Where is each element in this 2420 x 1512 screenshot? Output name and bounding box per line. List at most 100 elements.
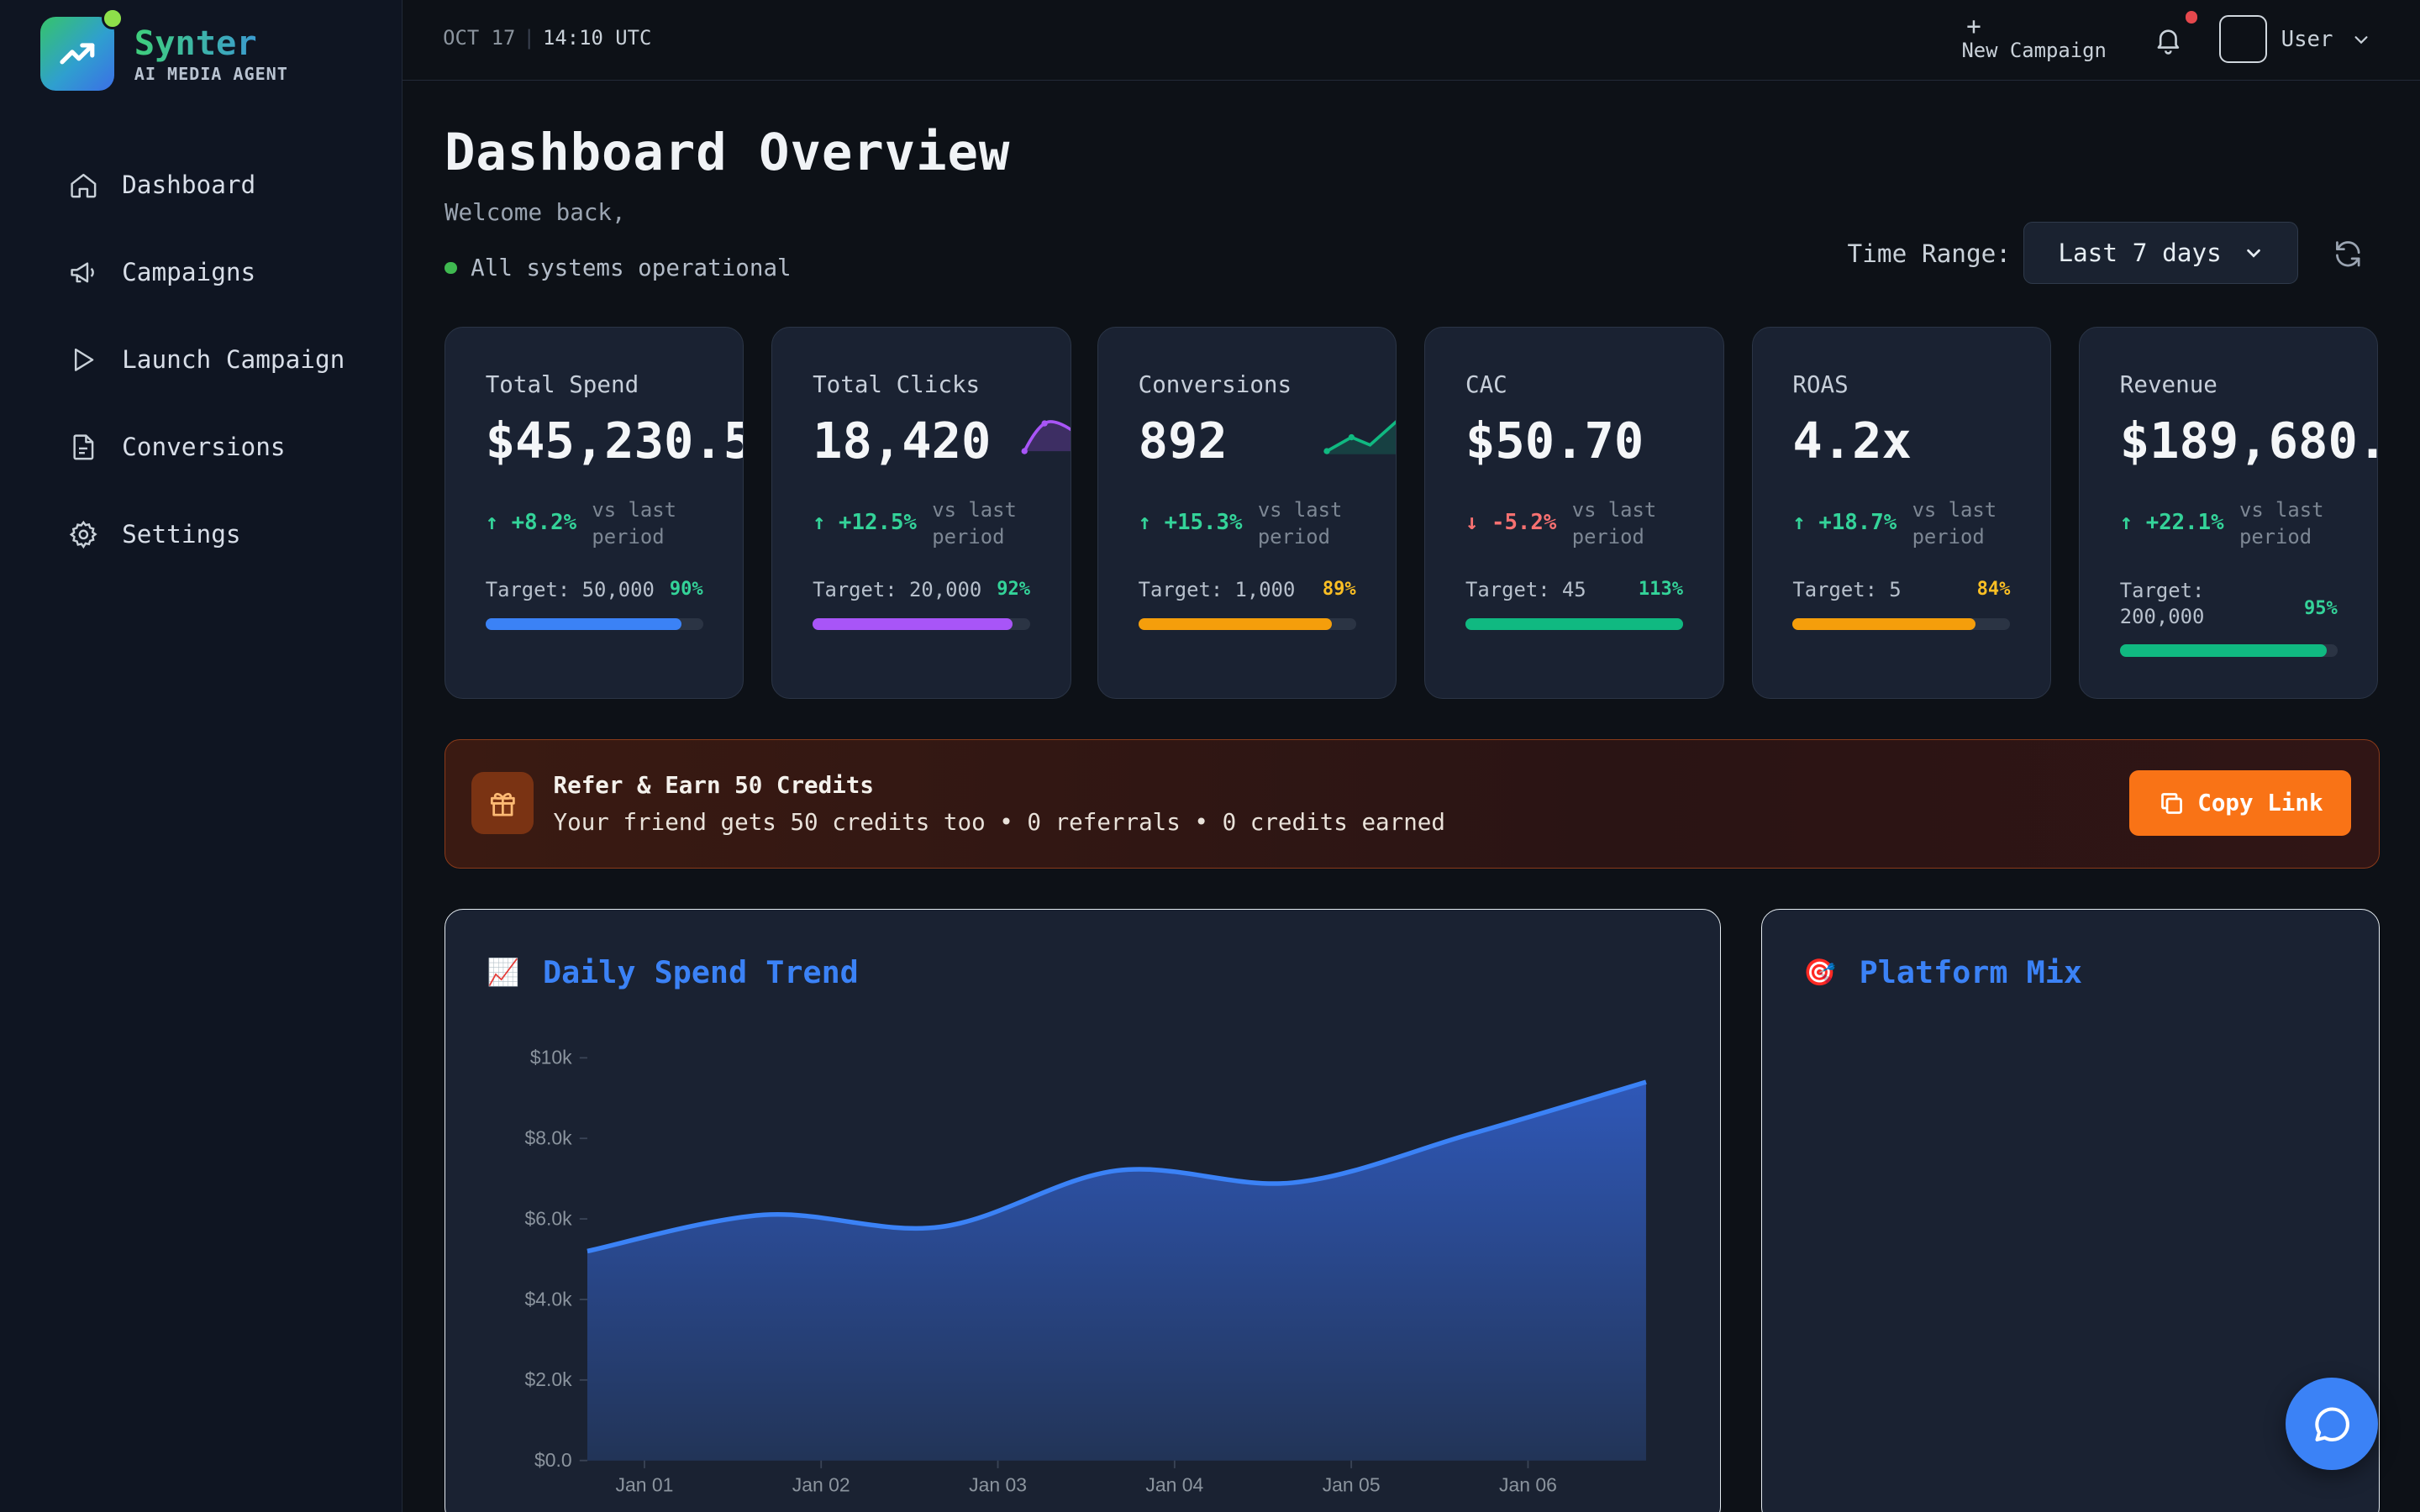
online-indicator [102, 8, 124, 29]
kpi-card-total-clicks[interactable]: Total Clicks 18,420 ↑ +12.5% vs last per… [771, 327, 1071, 700]
delta-note: vs last period [932, 498, 1017, 549]
referral-banner: Refer & Earn 50 Credits Your friend gets… [444, 738, 2381, 869]
progress-bar [813, 617, 1031, 631]
progress-bar [2119, 643, 2338, 657]
kpi-delta: ↓ -5.2% vs last period [1465, 497, 1696, 549]
document-icon [73, 434, 94, 460]
target-pct: 90% [669, 579, 703, 601]
kpi-value: $50.70 [1465, 411, 1644, 470]
chat-button[interactable] [2286, 1378, 2379, 1471]
target-text: Target: 45 [1465, 577, 1586, 601]
arrow-up-icon: ↑ [1138, 510, 1165, 536]
new-campaign-button[interactable]: + New Campaign [1961, 13, 2107, 64]
gift-icon [471, 772, 534, 834]
kpi-delta: ↑ +8.2% vs last period [486, 497, 716, 549]
trending-up-icon [60, 43, 95, 65]
kpi-card-cac[interactable]: CAC $50.70 ↓ -5.2% vs last period Target… [1424, 327, 1724, 700]
sidebar-item-settings[interactable]: Settings [68, 503, 345, 564]
x-tick-label: Jan 01 [615, 1473, 673, 1495]
referral-title: Refer & Earn 50 Credits [553, 772, 874, 800]
kpi-delta: ↑ +22.1% vs last period [2120, 497, 2363, 549]
delta-note: vs last period [1912, 498, 1997, 549]
new-campaign-label: New Campaign [1961, 38, 2107, 62]
kpi-value: 892 [1138, 411, 1228, 470]
time-range-select[interactable]: Last 7 days [2023, 222, 2298, 284]
megaphone-icon [71, 262, 94, 283]
area-fill [587, 1081, 1646, 1461]
kpi-target: Target: 45 113% [1465, 578, 1683, 601]
sidebar-item-dashboard[interactable]: Dashboard [68, 155, 345, 216]
arrow-up-icon: ↑ [1792, 510, 1819, 536]
sidebar-item-label: Conversions [122, 433, 286, 462]
user-menu[interactable]: User [2219, 15, 2370, 64]
target-text: Target: 50,000 [485, 577, 655, 601]
target-pct: 89% [1322, 579, 1356, 601]
gear-icon [69, 520, 97, 549]
progress-bar [1138, 617, 1356, 631]
brand[interactable]: Synter AI MEDIA AGENT [39, 8, 288, 92]
avatar [2219, 15, 2268, 64]
kpi-card-total-spend[interactable]: Total Spend $45,230.5 ↑ +8.2% vs last pe… [444, 327, 744, 700]
kpi-delta: ↑ +18.7% vs last period [1792, 497, 2035, 549]
sidebar-item-conversions[interactable]: Conversions [68, 416, 345, 477]
y-tick-label: $8.0k [524, 1126, 572, 1148]
x-tick-label: Jan 06 [1499, 1473, 1557, 1495]
copy-link-button[interactable]: Copy Link [2128, 770, 2352, 836]
panel-title: 🎯 Platform Mix [1803, 954, 2082, 990]
progress-fill [2119, 643, 2327, 657]
delta-value: ↑ +15.3% [1138, 510, 1243, 536]
target-text: Target: 1,000 [1138, 577, 1296, 601]
progress-bar [1465, 617, 1683, 631]
target-text: Target: 5 [1792, 577, 1902, 601]
progress-fill [485, 617, 681, 631]
panel-title-text: Daily Spend Trend [542, 954, 859, 991]
delta-note: vs last period [592, 498, 676, 549]
progress-fill [1792, 617, 1975, 631]
panel-title: 📈 Daily Spend Trend [487, 954, 859, 990]
kpi-value: $189,680. [2119, 411, 2379, 470]
sparkline [1021, 420, 1071, 454]
y-tick-label: $10k [530, 1046, 572, 1068]
target-text: Target: 200,000 [2119, 578, 2205, 629]
progress-fill [813, 617, 1013, 631]
progress-fill [1138, 617, 1333, 631]
sparkline [1323, 419, 1397, 454]
kpi-label: Total Clicks [813, 370, 981, 398]
kpi-delta: ↑ +12.5% vs last period [813, 497, 1055, 549]
delta-note: vs last period [1257, 498, 1343, 549]
notification-badge [2185, 10, 2198, 24]
kpi-value: 18,420 [813, 411, 992, 470]
clock-time: 14:10 UTC [543, 26, 652, 50]
bell-icon[interactable] [2153, 24, 2184, 55]
arrow-up-icon: ↑ [2119, 510, 2146, 536]
kpi-value: 4.2x [1792, 411, 1912, 470]
kpi-target: Target: 5 84% [1792, 578, 2010, 601]
chevron-down-icon [2354, 35, 2368, 45]
x-tick-label: Jan 03 [969, 1473, 1027, 1495]
refresh-icon[interactable] [2332, 238, 2365, 270]
sidebar-item-launch-campaign[interactable]: Launch Campaign [68, 329, 345, 391]
kpi-card-conversions[interactable]: Conversions 892 ↑ +15.3% vs last period … [1097, 327, 1397, 700]
sidebar-item-campaigns[interactable]: Campaigns [68, 242, 345, 303]
kpi-card-revenue[interactable]: Revenue $189,680. ↑ +22.1% vs last perio… [2079, 327, 2379, 700]
sidebar-item-label: Campaigns [122, 258, 256, 287]
daily-spend-panel: 📈 Daily Spend Trend $0.0 $2.0k $4.0k $6.0k $… [444, 908, 1721, 1512]
copy-icon [2160, 792, 2182, 814]
spend-line [587, 1079, 1647, 1253]
delta-note: vs last period [1571, 498, 1657, 549]
y-tick-label: $0.0 [534, 1449, 572, 1471]
kpi-label: ROAS [1792, 370, 1849, 398]
time-range-label: Time Range: [1847, 239, 2012, 268]
chevron-down-icon [2247, 249, 2261, 258]
panel-title-text: Platform Mix [1859, 954, 2082, 991]
chat-icon [2314, 1407, 2349, 1441]
arrow-down-icon: ↓ [1465, 510, 1491, 536]
kpi-label: Total Spend [485, 370, 639, 398]
sidebar-item-label: Dashboard [122, 171, 256, 200]
sidebar: Synter AI MEDIA AGENT Dashboard Campaign… [0, 0, 403, 1512]
kpi-card-roas[interactable]: ROAS 4.2x ↑ +18.7% vs last period Target… [1751, 327, 2051, 700]
status-text: All systems operational [471, 255, 792, 282]
delta-value: ↑ +12.5% [813, 510, 917, 536]
platform-mix-panel: 🎯 Platform Mix [1760, 908, 2381, 1512]
welcome-text: Welcome back, [444, 198, 626, 226]
